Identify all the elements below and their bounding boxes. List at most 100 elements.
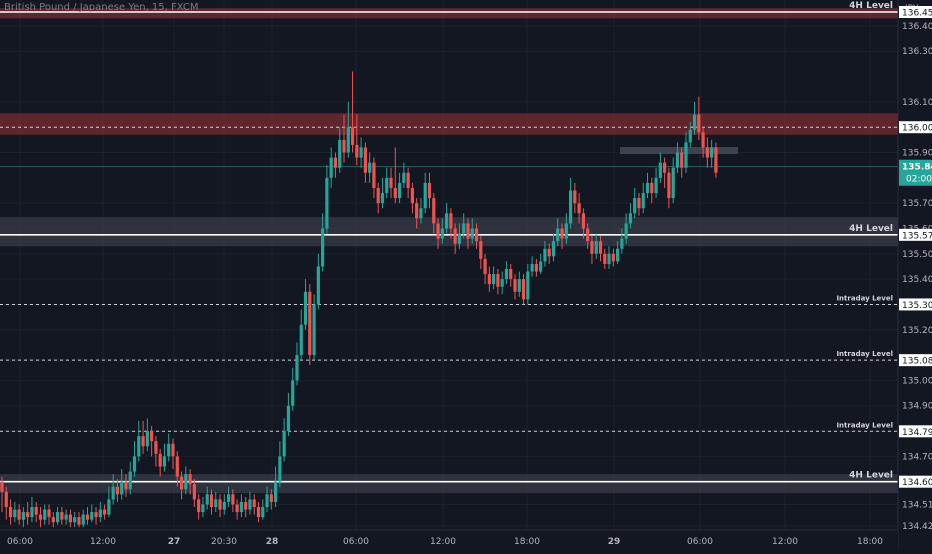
candle-body bbox=[278, 456, 282, 482]
candle-body bbox=[654, 177, 658, 194]
candle-body bbox=[8, 507, 13, 518]
candle-body bbox=[239, 501, 243, 513]
candle-body bbox=[462, 223, 466, 234]
level-price-badge bbox=[899, 228, 932, 241]
candle-body bbox=[248, 499, 252, 510]
candle-body bbox=[350, 127, 355, 145]
time-tick-label: 29 bbox=[608, 537, 621, 547]
candle-body bbox=[457, 233, 462, 244]
candle-body bbox=[4, 491, 8, 508]
candle-body bbox=[73, 517, 77, 523]
price-tick-label: 135.400 bbox=[902, 275, 932, 285]
candle-body bbox=[671, 167, 675, 199]
candle-body bbox=[406, 172, 410, 188]
level-label: 4H Level bbox=[849, 224, 893, 234]
candle-body bbox=[577, 203, 581, 214]
price-tick-label: 134.425 bbox=[902, 522, 932, 532]
countdown-text: 02:00 bbox=[906, 175, 932, 185]
candle-body bbox=[445, 213, 449, 229]
candle-body bbox=[581, 213, 585, 229]
candle-body bbox=[34, 507, 38, 515]
candle-body bbox=[620, 238, 624, 249]
candle-body bbox=[316, 266, 320, 305]
candle-body bbox=[21, 512, 25, 520]
level-price-badge bbox=[899, 6, 932, 18]
candle-body bbox=[269, 494, 273, 502]
candle-body bbox=[397, 182, 402, 199]
level-price-badge bbox=[899, 121, 932, 134]
level-labels: 4H Level 4H Level Intraday Level Intraday L… bbox=[836, 1, 893, 481]
price-tick-label: 136.300 bbox=[902, 47, 932, 57]
level-price-badge bbox=[899, 425, 932, 438]
candle-body bbox=[111, 486, 115, 500]
candle-body bbox=[692, 114, 697, 130]
candle-body bbox=[132, 456, 137, 472]
level-lines bbox=[0, 11, 898, 483]
level-label: Intraday Level bbox=[836, 421, 893, 429]
candle-body bbox=[256, 507, 261, 518]
candle-body bbox=[393, 187, 397, 199]
candle-body bbox=[51, 517, 55, 523]
candle-body bbox=[265, 494, 269, 508]
candle-body bbox=[47, 509, 51, 518]
candle-body bbox=[513, 279, 517, 292]
time-axis[interactable]: 06:00 12:00 27 20:30 28 06:00 12:00 18:00 29 06:0… bbox=[7, 537, 883, 547]
candle-body bbox=[244, 501, 248, 510]
zone-support bbox=[0, 474, 898, 494]
candle-body bbox=[299, 324, 303, 356]
candle-body bbox=[55, 512, 60, 523]
candle-body bbox=[449, 213, 453, 229]
price-tick-label: 136.100 bbox=[902, 98, 932, 108]
candle-body bbox=[440, 228, 444, 239]
candle-body bbox=[38, 514, 43, 520]
candle-body bbox=[312, 304, 316, 356]
candle-body bbox=[0, 481, 4, 492]
candle-body bbox=[137, 436, 141, 457]
candle-body bbox=[380, 193, 385, 204]
candle-body bbox=[201, 504, 205, 513]
time-tick-label: 27 bbox=[168, 537, 181, 547]
level-label: 4H Level bbox=[849, 471, 893, 481]
candle-body bbox=[688, 129, 692, 143]
candle-body bbox=[60, 512, 64, 520]
price-tick-label: 135.200 bbox=[902, 326, 932, 336]
candle-body bbox=[586, 228, 590, 242]
candle-body bbox=[492, 274, 496, 285]
level-label: Intraday Level bbox=[836, 350, 893, 358]
candle-body bbox=[329, 157, 333, 178]
candle-body bbox=[81, 514, 85, 525]
candle-body bbox=[85, 514, 90, 520]
candle-body bbox=[479, 241, 483, 259]
candle-body bbox=[628, 213, 633, 224]
price-tick-label: 134.900 bbox=[902, 402, 932, 412]
price-badges: 136.455 136.000 135.575 135.300 135.080 134.7… bbox=[899, 6, 932, 488]
candle-body bbox=[231, 494, 235, 505]
candle-body bbox=[274, 481, 278, 502]
candle-body bbox=[68, 514, 72, 523]
candle-body bbox=[346, 127, 350, 153]
candle-body bbox=[616, 248, 620, 262]
candle-body bbox=[598, 241, 603, 254]
time-tick-label: 28 bbox=[266, 537, 279, 547]
candle-body bbox=[103, 509, 107, 515]
candle-body bbox=[376, 187, 380, 204]
candle-body bbox=[98, 509, 102, 518]
candle-body bbox=[333, 157, 338, 168]
candle-body bbox=[432, 198, 436, 224]
candle-body bbox=[214, 499, 218, 508]
candle-body bbox=[308, 291, 312, 356]
candle-body bbox=[436, 223, 440, 239]
candle-body bbox=[368, 162, 372, 173]
candle-body bbox=[466, 223, 470, 239]
candle-body bbox=[701, 132, 705, 148]
price-tick-label: 135.000 bbox=[902, 376, 932, 386]
candle-body bbox=[162, 456, 167, 467]
candle-body bbox=[321, 228, 325, 267]
candle-body bbox=[641, 193, 645, 209]
candle-body bbox=[303, 291, 308, 325]
time-tick-label: 06:00 bbox=[343, 537, 369, 547]
candle-body bbox=[500, 279, 504, 287]
time-tick-label: 18:00 bbox=[857, 537, 883, 547]
